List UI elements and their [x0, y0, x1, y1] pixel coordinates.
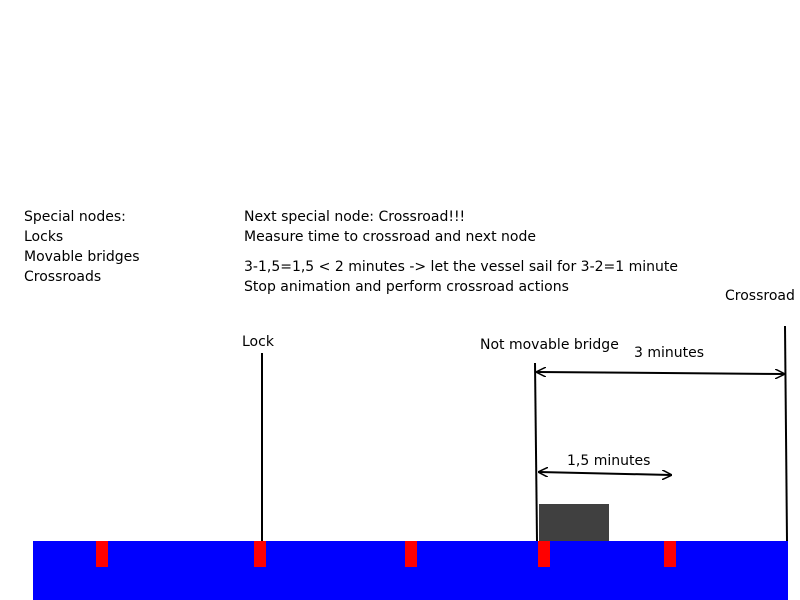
- node-marker-lock: [254, 541, 266, 567]
- arrow-to-next-node: [539, 472, 671, 475]
- arrow-to-crossroad: [537, 372, 784, 374]
- note-next-node: Next special node: Crossroad!!!: [244, 209, 466, 225]
- note-stop: Stop animation and perform crossroad act…: [244, 279, 569, 295]
- legend-item-movable-bridges: Movable bridges: [24, 249, 140, 265]
- note-calculation: 3-1,5=1,5 < 2 minutes -> let the vessel …: [244, 259, 678, 275]
- note-measure: Measure time to crossroad and next node: [244, 229, 536, 245]
- crossroad-line: [784, 325, 788, 542]
- node-marker: [96, 541, 108, 567]
- legend-item-locks: Locks: [24, 229, 64, 245]
- legend-item-crossroads: Crossroads: [24, 269, 102, 285]
- node-marker: [405, 541, 417, 567]
- legend-title: Special nodes:: [24, 209, 126, 225]
- node-marker-bridge: [538, 541, 550, 567]
- bridge-line: [534, 362, 538, 542]
- bridge-label: Not movable bridge: [480, 337, 619, 353]
- duration-to-crossroad-label: 3 minutes: [634, 345, 705, 361]
- crossroad-label: Crossroad: [725, 288, 795, 304]
- explanation-notes: Next special node: Crossroad!!! Measure …: [244, 207, 678, 297]
- vessel: [539, 504, 609, 541]
- special-nodes-legend: Special nodes: Locks Movable bridges Cro…: [24, 207, 140, 287]
- node-marker: [664, 541, 676, 567]
- duration-to-next-node-label: 1,5 minutes: [567, 453, 651, 469]
- lock-label: Lock: [242, 334, 274, 350]
